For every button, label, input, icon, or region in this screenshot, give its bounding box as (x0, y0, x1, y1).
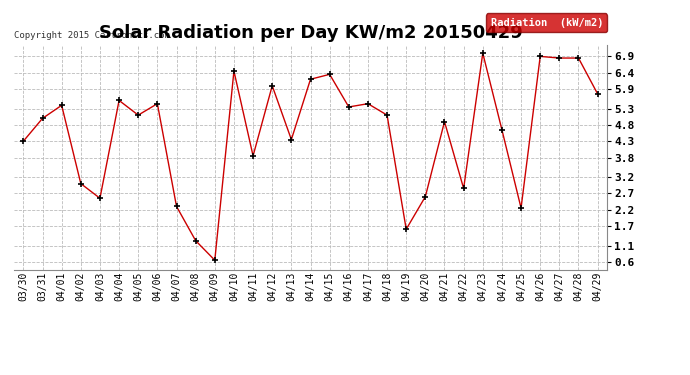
Title: Solar Radiation per Day KW/m2 20150429: Solar Radiation per Day KW/m2 20150429 (99, 24, 522, 42)
Legend: Radiation  (kW/m2): Radiation (kW/m2) (486, 13, 607, 32)
Text: Copyright 2015 Cartronics.com: Copyright 2015 Cartronics.com (14, 32, 170, 40)
